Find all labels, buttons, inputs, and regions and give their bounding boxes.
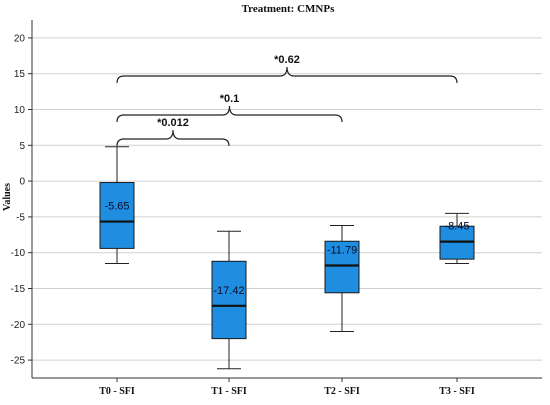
y-tick-labels: 20 15 10 5 0 -5 -10 -15 -20 -25 <box>11 33 26 366</box>
median-label: -11.79 <box>327 245 357 257</box>
comparison-annotations: *0.012 *0.1 *0.62 <box>116 54 458 147</box>
comparison-label: *0.1 <box>220 93 240 105</box>
box-group: -17.42 <box>211 230 247 370</box>
comparison-brace <box>116 66 458 84</box>
box-iqr <box>211 260 247 340</box>
comparison-brace <box>116 105 343 123</box>
y-tick-label: -15 <box>11 284 26 295</box>
comparison-brace <box>116 129 230 147</box>
chart-title: Treatment: CMNPs <box>242 3 335 15</box>
box-iqr <box>99 182 135 249</box>
y-tick-label: 0 <box>19 177 25 188</box>
y-tick-label: 5 <box>19 141 25 152</box>
box-group: -5.65 <box>99 146 135 264</box>
comparison-label: *0.012 <box>157 117 189 129</box>
comparison-label: *0.62 <box>274 54 300 66</box>
median-label: -8.45 <box>444 221 469 233</box>
box-group: -8.45 <box>439 212 475 264</box>
y-tick-label: -20 <box>11 320 26 331</box>
median-label: -5.65 <box>104 201 129 213</box>
y-axis-label: Values <box>2 183 13 211</box>
axes <box>28 20 542 382</box>
y-tick-label: -25 <box>11 356 26 367</box>
x-tick-labels: T0 - SFI T1 - SFI T2 - SFI T3 - SFI <box>99 386 475 397</box>
x-tick-label: T3 - SFI <box>439 386 475 397</box>
x-tick-label: T1 - SFI <box>211 386 247 397</box>
x-tick-label: T0 - SFI <box>99 386 135 397</box>
box-iqr <box>324 240 360 294</box>
y-tick-label: -10 <box>11 248 26 259</box>
boxes: -5.65 -17.42 -11.79 -8.45 <box>99 146 475 370</box>
box-group: -11.79 <box>324 224 360 332</box>
y-tick-label: 20 <box>14 33 26 44</box>
y-tick-label: 10 <box>14 105 26 116</box>
median-label: -17.42 <box>213 285 244 297</box>
y-tick-label: 15 <box>14 69 26 80</box>
y-tick-label: -5 <box>16 212 25 223</box>
x-tick-label: T2 - SFI <box>324 386 360 397</box>
